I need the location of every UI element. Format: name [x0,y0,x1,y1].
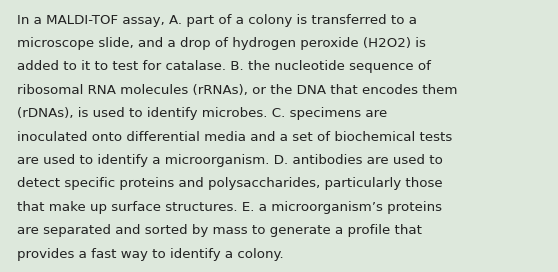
Text: added to it to test for catalase. B. the nucleotide sequence of: added to it to test for catalase. B. the… [17,60,431,73]
Text: are separated and sorted by mass to generate a profile that: are separated and sorted by mass to gene… [17,224,422,237]
Text: are used to identify a microorganism. D. antibodies are used to: are used to identify a microorganism. D.… [17,154,442,167]
Text: microscope slide, and a drop of hydrogen peroxide (H2O2) is: microscope slide, and a drop of hydrogen… [17,37,426,50]
Text: detect specific proteins and polysaccharides, particularly those: detect specific proteins and polysacchar… [17,177,442,190]
Text: In a MALDI-TOF assay, A. part of a colony is transferred to a: In a MALDI-TOF assay, A. part of a colon… [17,14,417,27]
Text: inoculated onto differential media and a set of biochemical tests: inoculated onto differential media and a… [17,131,452,144]
Text: that make up surface structures. E. a microorganism’s proteins: that make up surface structures. E. a mi… [17,201,442,214]
Text: (rDNAs), is used to identify microbes. C. specimens are: (rDNAs), is used to identify microbes. C… [17,107,387,120]
Text: provides a fast way to identify a colony.: provides a fast way to identify a colony… [17,248,283,261]
Text: ribosomal RNA molecules (rRNAs), or the DNA that encodes them: ribosomal RNA molecules (rRNAs), or the … [17,84,457,97]
